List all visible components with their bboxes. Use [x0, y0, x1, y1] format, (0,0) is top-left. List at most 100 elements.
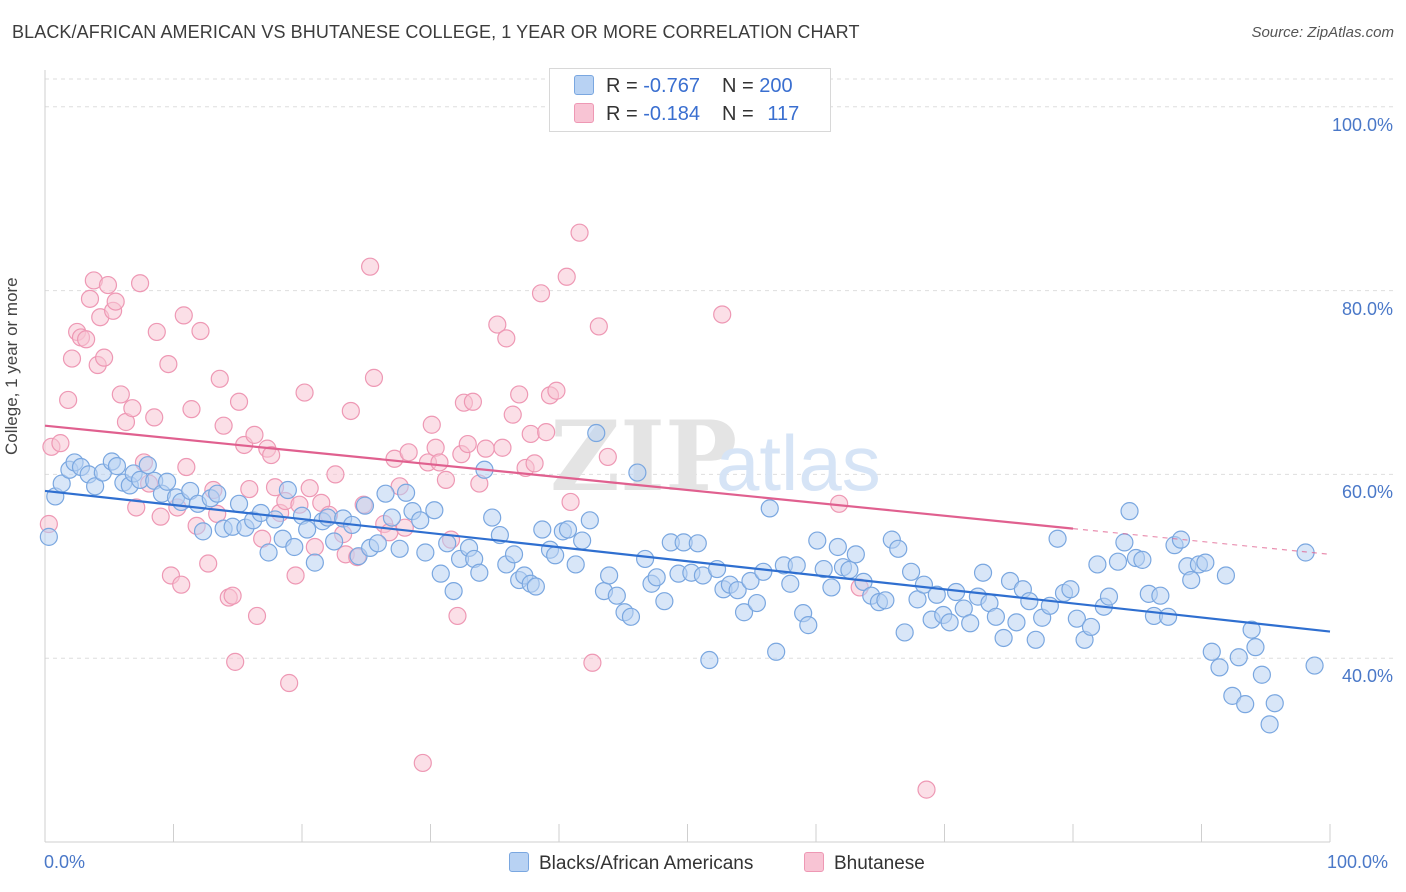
point-bhutanese	[510, 385, 529, 404]
point-black	[1236, 695, 1255, 714]
point-black	[1202, 642, 1221, 661]
point-bhutanese	[305, 537, 324, 557]
point-black	[1151, 586, 1170, 605]
point-black	[39, 527, 58, 546]
legend-swatch-black	[574, 75, 594, 95]
point-black	[157, 472, 177, 491]
watermark: ZIP atlas	[550, 400, 881, 513]
point-black	[889, 539, 908, 558]
point-bhutanese	[182, 400, 201, 419]
point-black	[566, 555, 585, 574]
point-bhutanese	[448, 606, 467, 626]
point-bhutanese	[174, 306, 193, 325]
legend-item-black: Blacks/African Americans	[509, 852, 753, 875]
point-bhutanese	[123, 399, 142, 418]
point-black	[325, 532, 344, 551]
y-axis-label: College, 1 year or more	[2, 277, 21, 455]
point-bhutanese	[80, 289, 100, 308]
point-black	[1026, 630, 1045, 649]
point-bhutanese	[62, 349, 82, 368]
point-black	[431, 564, 450, 583]
point-black	[846, 545, 865, 564]
point-bhutanese	[172, 575, 191, 594]
bhutanese-points	[39, 223, 936, 799]
point-black	[961, 614, 980, 633]
point-bhutanese	[413, 753, 432, 773]
point-black	[621, 607, 641, 626]
point-black	[1252, 665, 1271, 684]
point-black	[994, 628, 1013, 648]
point-bhutanese	[488, 315, 507, 334]
point-bhutanese	[547, 381, 566, 400]
point-black	[107, 457, 127, 476]
point-black	[760, 499, 779, 518]
point-black	[1099, 587, 1119, 606]
point-bhutanese	[147, 322, 166, 342]
point-black	[1048, 529, 1067, 548]
point-black	[259, 543, 278, 562]
legend-swatch-bhutanese	[574, 103, 594, 123]
point-bhutanese	[59, 390, 78, 410]
point-black	[840, 560, 859, 580]
point-bhutanese	[145, 408, 164, 427]
point-black	[533, 520, 552, 539]
point-bhutanese	[214, 416, 233, 435]
watermark-zip: ZIP	[550, 400, 737, 513]
point-black	[193, 522, 213, 541]
point-black	[86, 477, 105, 496]
y-tick-label: 80.0%	[1341, 298, 1393, 319]
x-tick-label: 100.0%	[1327, 852, 1389, 872]
x-tick-label: 0.0%	[44, 852, 86, 872]
point-black	[208, 484, 227, 503]
axes	[44, 70, 1331, 843]
point-black	[416, 543, 435, 562]
point-bhutanese	[280, 673, 299, 693]
point-black	[285, 537, 304, 557]
point-black	[1088, 555, 1107, 574]
point-black	[647, 568, 666, 587]
point-black	[573, 531, 592, 550]
point-black	[1020, 592, 1039, 611]
point-bhutanese	[476, 439, 495, 458]
y-tick-label: 100.0%	[1331, 114, 1393, 135]
point-black	[1115, 533, 1134, 552]
point-black	[396, 483, 416, 502]
point-black	[828, 537, 847, 557]
point-bhutanese	[570, 223, 589, 242]
point-black	[1120, 502, 1139, 521]
point-bhutanese	[503, 405, 522, 424]
point-black	[1081, 617, 1101, 637]
point-black	[444, 581, 463, 601]
point-bhutanese	[98, 275, 118, 295]
point-black	[138, 456, 157, 475]
trend-line-black	[44, 489, 1331, 633]
point-black	[376, 484, 395, 503]
point-bhutanese	[229, 392, 249, 411]
point-black	[754, 562, 773, 581]
point-black	[580, 511, 599, 530]
point-black	[895, 623, 914, 642]
point-black	[546, 546, 565, 565]
point-bhutanese	[463, 392, 483, 411]
point-black	[278, 480, 297, 500]
point-black	[808, 531, 827, 550]
point-black	[390, 539, 409, 558]
point-bhutanese	[422, 415, 441, 434]
point-black	[229, 494, 249, 513]
point-black	[1305, 656, 1324, 675]
point-black	[526, 577, 545, 596]
point-black	[787, 556, 806, 575]
point-black	[1260, 715, 1279, 734]
point-bhutanese	[525, 454, 544, 473]
point-bhutanese	[537, 423, 556, 442]
legend-row-black: R = -0.767 N = 200	[574, 75, 793, 98]
point-black	[728, 581, 747, 600]
point-bhutanese	[245, 425, 264, 444]
point-bhutanese	[531, 284, 551, 303]
source-label: Source: ZipAtlas.com	[1251, 24, 1394, 41]
point-black	[814, 559, 833, 579]
legend-item-bhutanese: Bhutanese	[804, 852, 925, 875]
point-black	[438, 534, 457, 553]
point-bhutanese	[286, 566, 305, 585]
point-bhutanese	[210, 369, 229, 388]
